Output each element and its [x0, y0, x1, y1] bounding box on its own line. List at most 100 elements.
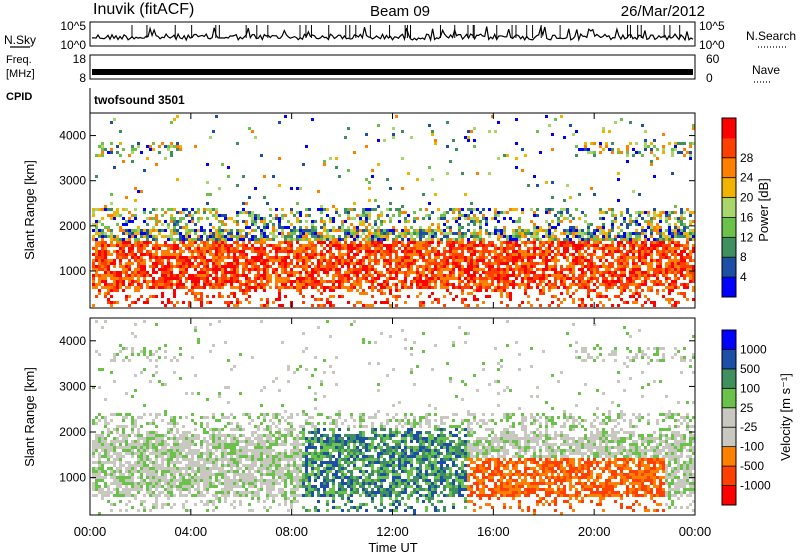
heatmap-cell: [644, 238, 647, 241]
heatmap-cell: [677, 259, 680, 262]
heatmap-cell: [110, 455, 113, 458]
heatmap-cell: [656, 262, 659, 265]
heatmap-cell: [257, 268, 260, 271]
heatmap-cell: [329, 262, 332, 265]
heatmap-cell: [194, 295, 197, 298]
heatmap-cell: [236, 274, 239, 277]
heatmap-cell: [260, 280, 263, 283]
heatmap-cell: [539, 292, 542, 295]
heatmap-cell: [137, 289, 140, 292]
heatmap-cell: [551, 241, 554, 244]
heatmap-cell: [275, 283, 278, 286]
heatmap-cell: [608, 229, 611, 232]
heatmap-cell: [185, 277, 188, 280]
heatmap-cell: [596, 238, 599, 241]
heatmap-cell: [170, 446, 173, 449]
heatmap-cell: [92, 208, 95, 211]
heatmap-cell: [356, 274, 359, 277]
heatmap-cell: [98, 467, 101, 470]
heatmap-cell: [602, 226, 605, 229]
heatmap-cell: [152, 280, 155, 283]
heatmap-cell: [458, 226, 461, 229]
heatmap-cell: [149, 241, 152, 244]
heatmap-cell: [101, 476, 104, 479]
heatmap-cell: [428, 262, 431, 265]
heatmap-cell: [422, 259, 425, 262]
heatmap-cell: [167, 461, 170, 464]
heatmap-cell: [245, 253, 248, 256]
heatmap-cell: [317, 283, 320, 286]
heatmap-cell: [518, 226, 521, 229]
heatmap-cell: [638, 193, 641, 196]
heatmap-cell: [344, 235, 347, 238]
heatmap-cell: [539, 262, 542, 265]
heatmap-cell: [359, 277, 362, 280]
heatmap-cell: [509, 235, 512, 238]
heatmap-cell: [566, 184, 569, 187]
heatmap-cell: [269, 250, 272, 253]
heatmap-cell: [422, 247, 425, 250]
heatmap-cell: [290, 229, 293, 232]
heatmap-cell: [191, 244, 194, 247]
heatmap-cell: [107, 286, 110, 289]
heatmap-cell: [116, 428, 119, 431]
heatmap-cell: [164, 256, 167, 259]
heatmap-cell: [455, 247, 458, 250]
heatmap-cell: [545, 253, 548, 256]
heatmap-cell: [587, 148, 590, 151]
heatmap-cell: [284, 241, 287, 244]
heatmap-cell: [380, 220, 383, 223]
heatmap-cell: [125, 271, 128, 274]
heatmap-cell: [491, 277, 494, 280]
heatmap-cell: [143, 470, 146, 473]
heatmap-cell: [200, 238, 203, 241]
heatmap-cell: [323, 160, 326, 163]
heatmap-cell: [542, 256, 545, 259]
heatmap-cell: [95, 434, 98, 437]
heatmap-cell: [527, 271, 530, 274]
heatmap-cell: [572, 277, 575, 280]
heatmap-cell: [113, 301, 116, 304]
heatmap-cell: [338, 286, 341, 289]
heatmap-cell: [470, 268, 473, 271]
heatmap-cell: [158, 229, 161, 232]
heatmap-cell: [206, 271, 209, 274]
heatmap-cell: [671, 304, 674, 307]
heatmap-cell: [173, 479, 176, 482]
heatmap-cell: [494, 214, 497, 217]
heatmap-cell: [173, 416, 176, 419]
heatmap-cell: [197, 253, 200, 256]
heatmap-cell: [581, 247, 584, 250]
heatmap-cell: [680, 274, 683, 277]
heatmap-cell: [143, 506, 146, 509]
heatmap-cell: [287, 277, 290, 280]
heatmap-cell: [194, 274, 197, 277]
heatmap-cell: [485, 256, 488, 259]
heatmap-cell: [335, 241, 338, 244]
heatmap-cell: [428, 256, 431, 259]
heatmap-cell: [146, 449, 149, 452]
heatmap-cell: [155, 416, 158, 419]
heatmap-cell: [656, 283, 659, 286]
heatmap-cell: [599, 208, 602, 211]
heatmap-cell: [143, 458, 146, 461]
heatmap-cell: [587, 241, 590, 244]
heatmap-cell: [164, 458, 167, 461]
heatmap-cell: [125, 223, 128, 226]
heatmap-cell: [137, 190, 140, 193]
heatmap-cell: [263, 226, 266, 229]
heatmap-cell: [161, 437, 164, 440]
heatmap-cell: [107, 491, 110, 494]
heatmap-cell: [137, 431, 140, 434]
heatmap-cell: [161, 274, 164, 277]
heatmap-cell: [95, 223, 98, 226]
heatmap-cell: [530, 277, 533, 280]
heatmap-cell: [650, 160, 653, 163]
heatmap-cell: [449, 229, 452, 232]
date-title: 26/Mar/2012: [621, 3, 705, 20]
heatmap-cell: [578, 259, 581, 262]
heatmap-cell: [137, 428, 140, 431]
power-colorbar-tick-label: 12: [740, 230, 754, 244]
heatmap-cell: [392, 232, 395, 235]
heatmap-cell: [269, 214, 272, 217]
